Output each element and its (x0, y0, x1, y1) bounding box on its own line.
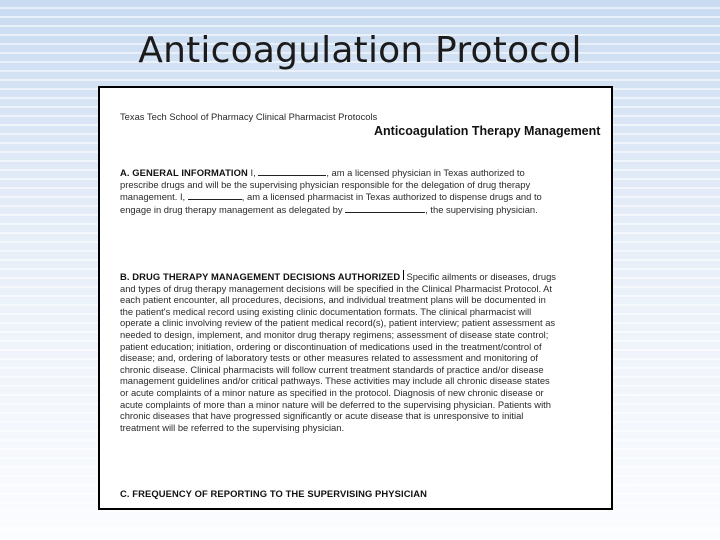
document-title-line1: Anticoagulation Therapy (374, 124, 521, 138)
pharmacist-statement-line3: physician. (496, 203, 538, 215)
pharmacist-name-blank (187, 190, 242, 200)
section-a: A. GENERAL INFORMATION I, , am a license… (120, 166, 560, 215)
section-b-para2-line: patient interview; patient assessment as… (120, 317, 556, 340)
physician-statement: I, , am a licensed physician in Texas au… (120, 167, 525, 190)
section-b-para2-line: states or acute complaints of a minor na… (120, 375, 550, 398)
physician-statement-line2: supervising physician responsible for th… (120, 178, 531, 203)
header-school: Texas Tech School of Pharmacy (120, 111, 254, 122)
section-a-heading: A. GENERAL INFORMATION (120, 167, 248, 178)
document-title: Anticoagulation Therapy Management (374, 124, 600, 138)
document-title-line2: Management (524, 124, 601, 138)
pharmacist-statement: I, , am a licensed pharmacist in Texas a… (179, 190, 542, 202)
supervising-physician-blank (345, 203, 426, 213)
document-image: Texas Tech School of Pharmacy Clinical P… (98, 86, 613, 510)
section-b-para2-line: documented in the patient's medical reco… (120, 294, 546, 317)
slide-title: Anticoagulation Protocol (138, 30, 582, 71)
text-cursor (402, 270, 404, 280)
pharmacist-statement-line2: engage in drug therapy management as del… (120, 203, 494, 215)
section-b-para1-line2: specified in the Clinical Pharmacist Pro… (356, 282, 542, 294)
section-c: C. FREQUENCY OF REPORTING TO THE SUPERVI… (120, 488, 560, 500)
section-b-para2-line: The clinical pharmacist will operate a c… (120, 305, 532, 329)
physician-name-blank (258, 166, 327, 176)
section-b-para2-line: discontinuation of medications used in t… (120, 340, 542, 364)
section-b: B. DRUG THERAPY MANAGEMENT DECISIONS AUT… (120, 270, 560, 433)
document-header-left: Texas Tech School of Pharmacy Clinical P… (120, 110, 377, 123)
section-b-para2-line: Clinical pharmacists will follow current… (190, 363, 544, 375)
header-protocols: Clinical Pharmacist Protocols (255, 111, 378, 122)
section-c-heading: C. FREQUENCY OF REPORTING TO THE SUPERVI… (120, 488, 428, 499)
section-b-para2-line: disease that is unresponsive to initial … (120, 410, 524, 433)
section-b-para2-line: chronic disease or acute complaints of m… (120, 386, 544, 410)
section-b-para2-line: laboratory tests or other measures relat… (120, 352, 538, 375)
section-b-para2-line: At each patient encounter, all procedure… (120, 282, 553, 306)
section-b-para2-line: regimens; assessment of disease state co… (120, 328, 549, 352)
section-b-heading: B. DRUG THERAPY MANAGEMENT DECISIONS AUT… (120, 271, 401, 282)
section-b-para2-line: supervising physician. Patients with chr… (120, 398, 551, 422)
section-b-para1-line1: Specific ailments or diseases, drugs and… (120, 271, 556, 294)
section-b-para2-line: management guidelines and/or critical pa… (120, 375, 523, 387)
